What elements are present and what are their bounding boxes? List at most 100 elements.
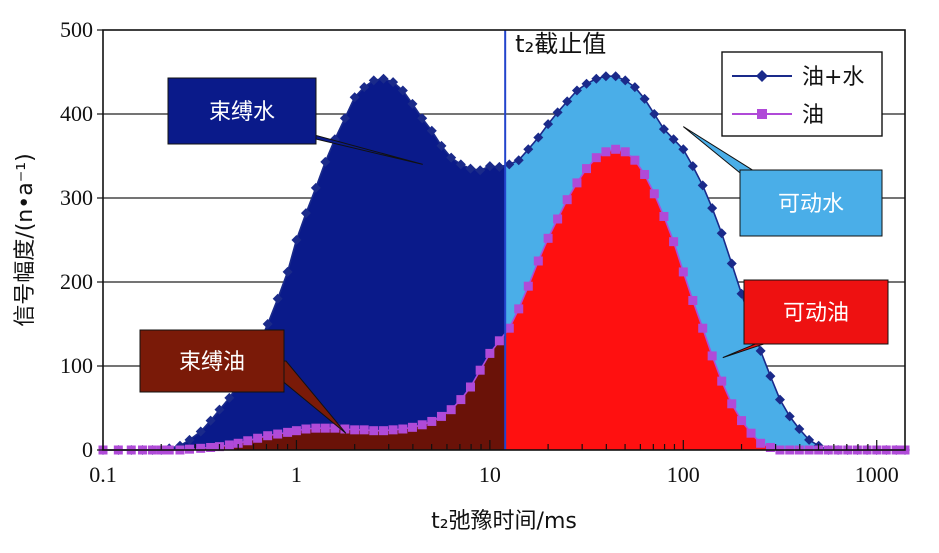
callout-box [743,279,889,345]
data-point [581,78,592,89]
data-point [630,155,640,165]
data-point [339,113,350,124]
y-axis-title: 信号幅度/(n•a⁻¹) [13,153,38,326]
x-tick-label: 10 [479,462,501,487]
data-point [707,351,717,361]
legend-item: 油 [732,103,824,128]
data-point [206,442,216,452]
data-point [688,295,698,305]
axes: 0.1 1 10 100 1000 0 100 200 300 400 500 [60,17,906,487]
data-point [687,161,698,172]
data-point [273,429,283,439]
data-point [243,436,253,446]
data-point [388,77,399,88]
data-point [649,109,660,119]
data-point [746,428,756,438]
data-point [224,392,235,403]
data-point [611,144,621,154]
data-point [494,161,505,172]
data-point [707,203,718,214]
data-point [533,132,544,143]
data-point [755,345,766,356]
y-tick-label: 400 [60,101,93,126]
data-point [504,323,514,333]
data-point [456,395,466,405]
data-point [716,228,727,239]
plot-frame [102,29,906,451]
data-point [600,71,611,82]
data-point [658,124,669,135]
x-axis-title: t₂弛豫时间/ms [431,509,577,534]
data-point [629,82,640,93]
data-point [397,85,408,96]
data-point [504,159,515,170]
callout-box [167,77,317,145]
data-point [610,71,621,82]
data-point [349,92,360,103]
data-point [737,416,747,426]
data-point [659,211,669,221]
data-point [553,214,563,224]
data-point [523,281,533,291]
data-point [794,424,805,434]
data-point [678,144,689,155]
callout-label: 束缚水 [209,100,275,125]
data-point [455,159,466,170]
data-point [513,155,524,166]
callout-label: 可动水 [778,192,844,217]
data-point [756,438,766,448]
data-point [514,304,524,314]
data-point [427,416,437,426]
data-point [494,336,504,346]
data-point [311,423,321,433]
data-point [485,348,495,358]
data-point [446,405,456,415]
data-point [698,323,708,333]
data-point [562,195,572,205]
data-point [282,266,293,277]
y-tick-label: 500 [60,17,93,42]
callout-movable-water: 可动水 [682,126,883,237]
data-point [669,237,679,247]
data-point [765,442,775,452]
data-point [804,434,815,445]
data-point [291,235,302,245]
legend: 油+水油 [721,51,883,137]
y-tick-label: 0 [82,437,93,462]
data-point [205,415,216,426]
y-tick-label: 300 [60,185,93,210]
bound-oil-region [103,333,506,450]
data-point [552,107,563,118]
data-point [233,438,243,448]
data-point [378,73,389,84]
x-tick-label: 1 [291,462,302,487]
data-point [543,119,554,130]
legend-item: 油+水 [732,65,864,90]
callout-bound-oil: 束缚油 [139,329,347,434]
legend-marker [757,109,767,119]
data-point [591,73,602,84]
data-point [379,426,389,436]
data-point [426,125,437,136]
data-point [184,434,195,445]
data-point [291,426,301,436]
data-point [572,178,582,188]
legend-label: 油 [802,103,824,128]
callout-box [139,329,285,393]
data-point [320,423,330,433]
data-point [196,443,206,453]
data-point [446,152,457,163]
data-point [436,411,446,421]
data-point [591,153,601,163]
data-point [310,182,321,193]
data-point [253,433,263,443]
data-point [417,113,428,124]
data-point [330,423,340,433]
legend-marker [756,70,768,82]
x-tick-label: 0.1 [89,462,117,487]
data-point [300,208,311,219]
data-point [262,319,273,329]
data-point [649,189,659,199]
